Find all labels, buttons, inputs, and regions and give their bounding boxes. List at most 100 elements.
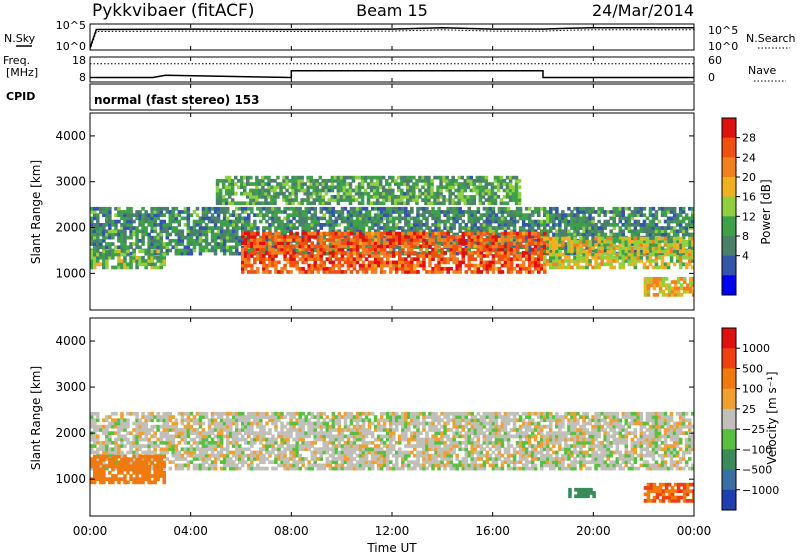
- power-cell: [654, 259, 659, 263]
- velocity-cell: [135, 428, 139, 432]
- power-cell: [663, 265, 668, 270]
- power-cell: [479, 226, 484, 230]
- power-cell: [386, 257, 390, 262]
- power-cell: [410, 238, 414, 242]
- power-cell: [494, 238, 499, 242]
- velocity-cell: [186, 434, 191, 439]
- velocity-cell: [108, 434, 112, 439]
- power-cell: [455, 257, 459, 262]
- power-cell: [312, 201, 317, 206]
- power-cell: [499, 179, 504, 183]
- velocity-cell: [129, 411, 133, 416]
- power-cell: [663, 210, 668, 214]
- velocity-cell: [177, 434, 182, 439]
- power-cell: [621, 262, 626, 267]
- power-cell: [633, 223, 638, 227]
- power-cell: [397, 201, 401, 206]
- power-cell: [467, 250, 472, 255]
- power-cell: [527, 260, 532, 265]
- power-cell: [319, 234, 324, 239]
- power-cell: [389, 247, 393, 252]
- power-cell: [174, 242, 179, 246]
- power-cell: [328, 250, 333, 255]
- power-cell: [630, 249, 635, 254]
- power-cell: [277, 231, 281, 236]
- power-cell: [684, 229, 689, 234]
- velocity-cell: [123, 424, 127, 429]
- power-cell: [437, 248, 441, 253]
- velocity-cell: [159, 440, 164, 445]
- power-cell: [512, 245, 517, 250]
- power-cell: [603, 213, 607, 218]
- power-cell: [285, 201, 289, 206]
- velocity-cell: [162, 411, 167, 416]
- power-cell: [491, 247, 496, 252]
- power-cell: [364, 257, 369, 262]
- power-cell: [488, 266, 493, 271]
- power-cell: [177, 242, 182, 246]
- velocity-cell: [171, 444, 176, 448]
- power-cell: [515, 263, 520, 268]
- power-cell: [289, 250, 293, 255]
- power-cell: [370, 219, 375, 224]
- power-cell: [606, 239, 610, 244]
- nsky-tick-top: 10^5: [56, 19, 86, 32]
- velocity-cell: [129, 460, 133, 465]
- power-cell: [582, 252, 586, 257]
- velocity-cell: [162, 466, 167, 471]
- power-cell: [533, 247, 538, 252]
- power-cell: [90, 223, 94, 227]
- power-cell: [488, 244, 493, 249]
- power-cell: [108, 232, 112, 237]
- velocity-cell: [111, 418, 115, 423]
- power-cell: [256, 241, 260, 246]
- velocity-cell: [141, 411, 145, 416]
- power-cell: [527, 219, 532, 224]
- power-cell: [114, 219, 118, 224]
- velocity-cell: [192, 437, 197, 442]
- power-cell: [433, 201, 437, 206]
- power-cell: [96, 213, 100, 218]
- power-cell: [561, 232, 565, 237]
- power-cell: [689, 277, 693, 281]
- power-cell: [487, 195, 492, 199]
- power-cell: [253, 260, 257, 265]
- power-cell: [165, 248, 170, 253]
- power-cell: [540, 232, 544, 237]
- power-cell: [280, 270, 284, 274]
- power-cell: [171, 219, 176, 224]
- power-cell: [533, 239, 538, 243]
- power-cell: [93, 239, 97, 243]
- power-cell: [307, 216, 311, 221]
- power-cell: [361, 247, 366, 252]
- power-cell: [243, 182, 247, 186]
- power-cell: [349, 244, 354, 249]
- power-cell: [518, 231, 523, 236]
- power-cell: [567, 213, 571, 218]
- power-cell: [375, 188, 380, 193]
- power-cell: [313, 219, 318, 224]
- power-cell: [108, 235, 112, 240]
- power-cell: [621, 246, 626, 251]
- velocity-cell: [144, 450, 148, 455]
- power-cell: [576, 243, 580, 247]
- power-cell: [515, 234, 520, 239]
- power-cell: [304, 251, 308, 256]
- power-cell: [156, 223, 160, 227]
- velocity-cell: [186, 440, 191, 445]
- power-cell: [340, 206, 345, 211]
- power-cell: [189, 235, 194, 240]
- power-cell: [360, 191, 365, 196]
- power-cell: [582, 249, 586, 254]
- power-cell: [654, 232, 659, 237]
- power-cell: [612, 226, 617, 230]
- velocity-cell: [150, 457, 154, 461]
- power-cell: [666, 206, 671, 211]
- velocity-cell: [150, 418, 154, 423]
- power-cell: [401, 241, 405, 246]
- power-cell: [367, 213, 372, 218]
- power-cell: [300, 185, 304, 190]
- power-cell: [120, 232, 124, 237]
- power-cell: [521, 213, 526, 218]
- power-cell: [555, 249, 559, 254]
